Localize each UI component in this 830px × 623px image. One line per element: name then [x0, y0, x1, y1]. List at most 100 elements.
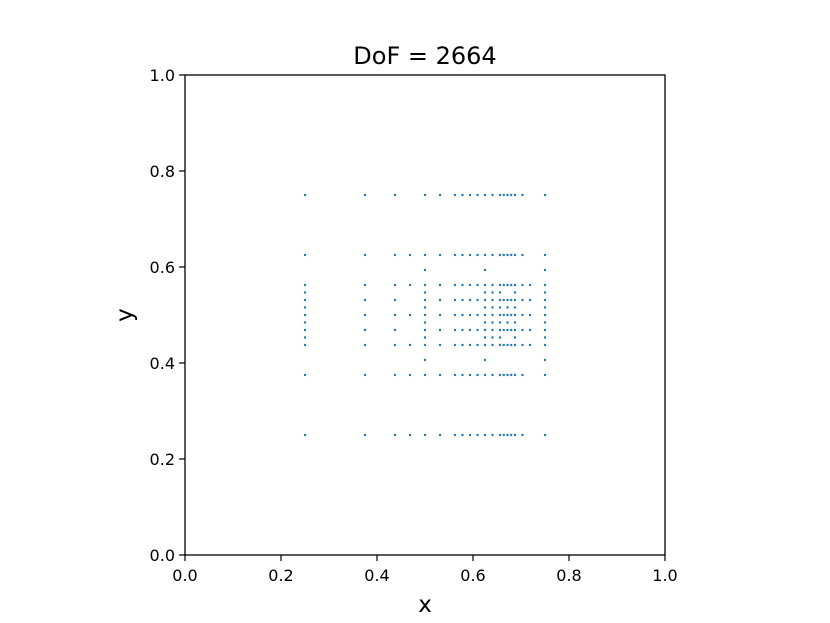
data-point — [453, 373, 457, 377]
data-point — [468, 193, 472, 197]
data-point — [423, 328, 427, 332]
data-point — [476, 373, 479, 377]
y-tick-label: 0.2 — [150, 450, 175, 469]
data-point — [543, 313, 547, 317]
data-point — [393, 343, 397, 347]
data-point — [438, 343, 442, 347]
data-point — [506, 313, 509, 317]
data-point — [498, 306, 502, 309]
data-point — [483, 283, 487, 287]
data-point — [502, 193, 505, 197]
data-point — [476, 253, 479, 257]
data-point — [408, 343, 412, 347]
data-point — [506, 343, 509, 347]
data-point — [510, 343, 513, 347]
data-point — [468, 433, 472, 437]
x-axis-label: x — [418, 592, 432, 618]
data-point — [510, 253, 513, 257]
data-point — [483, 373, 487, 377]
data-point — [303, 193, 307, 197]
y-tick-label: 1.0 — [150, 66, 175, 85]
data-point — [303, 283, 307, 287]
data-point — [408, 433, 412, 437]
x-tick-label: 0.4 — [364, 566, 389, 585]
data-point — [363, 283, 367, 287]
data-point — [513, 306, 517, 309]
data-point — [498, 373, 502, 377]
data-point — [363, 328, 367, 332]
data-point — [483, 313, 487, 317]
data-point — [513, 343, 517, 347]
data-point — [491, 343, 494, 347]
data-point — [513, 298, 517, 302]
data-point — [423, 373, 427, 377]
data-point — [461, 193, 464, 197]
data-point — [453, 343, 457, 347]
data-point — [528, 298, 532, 302]
y-axis-ticks: 0.0 0.2 0.4 0.6 0.8 1.0 — [150, 66, 185, 565]
data-point — [423, 298, 427, 302]
data-point — [468, 328, 472, 332]
data-point — [393, 433, 397, 437]
data-point — [483, 328, 487, 332]
data-point — [363, 313, 367, 317]
data-point — [461, 328, 464, 332]
data-point — [521, 328, 524, 332]
data-point — [498, 343, 502, 347]
data-point — [483, 336, 487, 339]
data-point — [438, 433, 442, 437]
data-point — [502, 313, 505, 317]
data-point — [461, 283, 464, 287]
data-point — [423, 313, 427, 317]
data-point — [543, 328, 547, 332]
data-point — [461, 433, 464, 437]
data-point — [461, 298, 464, 302]
data-point — [303, 433, 307, 437]
data-point — [423, 306, 427, 309]
data-point — [543, 343, 547, 347]
data-point — [510, 313, 513, 317]
data-point — [408, 313, 412, 317]
data-point — [461, 373, 464, 377]
data-point — [453, 253, 457, 257]
data-point — [303, 343, 307, 347]
data-point — [543, 336, 547, 339]
data-point — [543, 298, 547, 302]
data-point — [502, 373, 505, 377]
data-point — [468, 343, 472, 347]
data-point — [543, 291, 547, 294]
data-point — [423, 433, 427, 437]
data-point — [521, 433, 524, 437]
data-point — [513, 193, 517, 197]
data-point — [423, 358, 427, 362]
data-point — [491, 291, 494, 294]
data-point — [498, 321, 502, 324]
data-point — [476, 193, 479, 197]
data-point — [303, 253, 307, 257]
data-point — [476, 433, 479, 437]
data-point — [461, 343, 464, 347]
data-point — [483, 291, 487, 294]
data-point — [393, 328, 397, 332]
y-tick-label: 0.0 — [150, 546, 175, 565]
data-point — [423, 321, 427, 324]
data-point — [510, 433, 513, 437]
data-point — [506, 306, 509, 309]
y-tick-label: 0.8 — [150, 162, 175, 181]
x-tick-label: 0.6 — [460, 566, 485, 585]
data-point — [521, 193, 524, 197]
data-point — [438, 298, 442, 302]
data-point — [513, 313, 517, 317]
data-point — [528, 343, 532, 347]
data-point — [423, 268, 427, 272]
data-point — [303, 373, 307, 377]
y-tick-label: 0.4 — [150, 354, 175, 373]
data-point — [543, 321, 547, 324]
data-point — [468, 373, 472, 377]
data-point — [521, 253, 524, 257]
data-point — [513, 291, 517, 294]
data-point — [513, 283, 517, 287]
data-point — [476, 283, 479, 287]
data-point — [438, 328, 442, 332]
